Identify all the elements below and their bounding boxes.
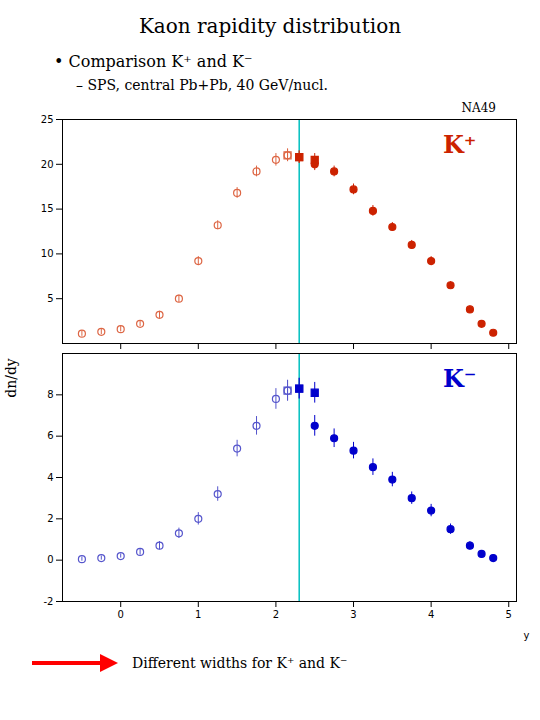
svg-text:0: 0 [47,554,53,565]
html-text:– SPS, central Pb+Pb, 40 GeV/n: – SPS, central Pb+Pb, 40 GeV/nucl. [76,77,328,93]
svg-text:0: 0 [118,609,124,620]
svg-text:8: 8 [47,389,53,400]
html-text:Kaon rapidity distribution: Kaon rapidity distribution [138,14,402,38]
svg-text:10: 10 [41,248,54,259]
html-text:dn/dy: dn/dy [3,358,19,398]
svg-text:4: 4 [428,609,434,620]
html-text:• Comparison K⁺ and K⁻: • Comparison K⁺ and K⁻ [54,52,253,71]
svg-text:2: 2 [273,609,279,620]
svg-text:5: 5 [506,609,512,620]
svg-text:5: 5 [47,293,53,304]
svg-text:4: 4 [47,472,53,483]
svg-text:25: 25 [41,115,54,125]
svg-text:20: 20 [41,159,54,170]
svg-text:y: y [524,630,530,641]
svg-text:K⁻: K⁻ [443,364,477,393]
svg-text:2: 2 [47,513,53,524]
svg-text:1: 1 [195,609,201,620]
svg-text:-2: -2 [44,596,54,607]
html-text:Different widths for K⁺ and K⁻: Different widths for K⁺ and K⁻ [132,655,348,671]
svg-text:6: 6 [47,430,53,441]
svg-text:3: 3 [350,609,356,620]
html-text:NA49: NA49 [461,101,496,115]
svg-text:K⁺: K⁺ [443,130,477,159]
svg-text:15: 15 [41,203,54,214]
